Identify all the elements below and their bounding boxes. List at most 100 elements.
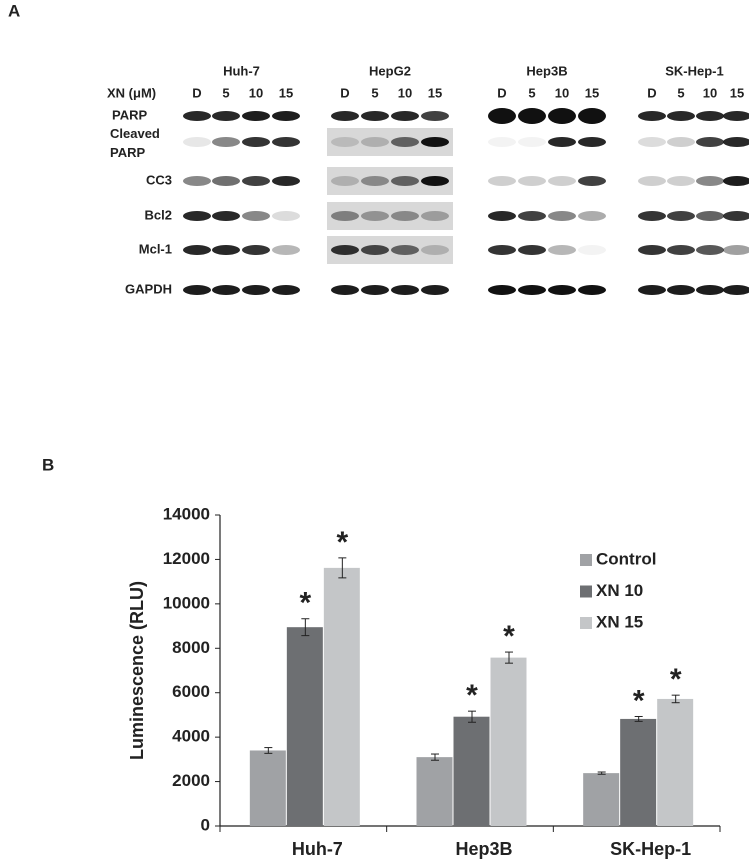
y-axis-label: Luminescence (RLU) <box>127 581 147 760</box>
y-tick-label: 8000 <box>172 638 210 657</box>
blot-band <box>723 111 749 121</box>
dose-label: 5 <box>371 85 378 100</box>
blot-band <box>578 176 606 186</box>
blot-band <box>578 108 606 124</box>
blot-band <box>331 176 359 186</box>
blot-band <box>183 176 211 186</box>
y-tick-label: 12000 <box>163 549 210 568</box>
blot-band <box>391 176 419 186</box>
bar <box>657 698 694 826</box>
blot-band <box>361 111 389 121</box>
blot-band <box>723 245 749 255</box>
blot-band <box>723 285 749 295</box>
dose-label: D <box>647 85 656 100</box>
blot-band <box>548 285 576 295</box>
x-tick-label: Hep3B <box>455 839 512 859</box>
y-tick-label: 0 <box>201 815 210 834</box>
blot-band <box>696 176 724 186</box>
y-tick-label: 6000 <box>172 682 210 701</box>
dose-label: D <box>192 85 201 100</box>
blot-band <box>272 245 300 255</box>
bar <box>620 718 657 826</box>
blot-band <box>518 137 546 147</box>
protein-label: Mcl-1 <box>139 241 172 256</box>
blot-band <box>638 245 666 255</box>
blot-band <box>578 285 606 295</box>
bar <box>286 627 323 826</box>
blot-band <box>421 176 449 186</box>
blot-band <box>212 176 240 186</box>
protein-label: GAPDH <box>125 281 172 296</box>
blot-band <box>183 111 211 121</box>
cell-line-label: HepG2 <box>369 63 411 78</box>
blot-band <box>361 176 389 186</box>
blot-band <box>242 111 270 121</box>
blot-band <box>183 285 211 295</box>
blot-band <box>212 285 240 295</box>
blot-band <box>242 176 270 186</box>
blot-band <box>421 137 449 147</box>
blot-band <box>272 211 300 221</box>
blot-band <box>361 285 389 295</box>
blot-band <box>331 137 359 147</box>
blot-band <box>488 285 516 295</box>
dose-label: 15 <box>279 85 293 100</box>
x-tick-label: Huh-7 <box>292 839 343 859</box>
blot-band <box>183 245 211 255</box>
protein-label: Bcl2 <box>145 207 172 222</box>
blot-band <box>578 245 606 255</box>
blot-band <box>421 245 449 255</box>
panel-label: B <box>42 455 54 474</box>
bar <box>453 716 490 826</box>
blot-band <box>696 211 724 221</box>
y-tick-label: 2000 <box>172 771 210 790</box>
blot-band <box>723 176 749 186</box>
blot-band <box>212 211 240 221</box>
blot-band <box>723 137 749 147</box>
legend-swatch <box>580 617 592 629</box>
significance-marker: * <box>670 663 682 696</box>
blot-band <box>518 211 546 221</box>
panel-label: A <box>8 1 20 20</box>
bar <box>490 657 527 826</box>
blot-band <box>183 137 211 147</box>
blot-band <box>578 211 606 221</box>
legend-label: Control <box>596 549 656 568</box>
blot-band <box>272 176 300 186</box>
blot-band <box>242 137 270 147</box>
y-tick-label: 10000 <box>163 593 210 612</box>
blot-band <box>723 211 749 221</box>
blot-band <box>638 176 666 186</box>
blot-band <box>667 111 695 121</box>
blot-band <box>272 111 300 121</box>
blot-band <box>272 137 300 147</box>
blot-band <box>518 108 546 124</box>
blot-band <box>548 245 576 255</box>
dose-label: 15 <box>585 85 599 100</box>
blot-band <box>548 176 576 186</box>
blot-band <box>488 137 516 147</box>
bar <box>249 750 286 826</box>
dose-label: D <box>497 85 506 100</box>
blot-background <box>327 202 453 230</box>
legend-label: XN 10 <box>596 581 643 600</box>
dose-label: 10 <box>703 85 717 100</box>
blot-band <box>331 111 359 121</box>
significance-marker: * <box>633 684 645 717</box>
blot-band <box>361 245 389 255</box>
bar <box>323 567 360 826</box>
significance-marker: * <box>336 526 348 559</box>
blot-band <box>667 245 695 255</box>
blot-band <box>548 137 576 147</box>
blot-band <box>518 176 546 186</box>
blot-band <box>667 285 695 295</box>
legend-swatch <box>580 585 592 598</box>
dose-label: 15 <box>428 85 442 100</box>
blot-band <box>696 137 724 147</box>
protein-label: CC3 <box>146 172 172 187</box>
blot-band <box>391 211 419 221</box>
blot-band <box>212 137 240 147</box>
dose-label: 5 <box>222 85 229 100</box>
